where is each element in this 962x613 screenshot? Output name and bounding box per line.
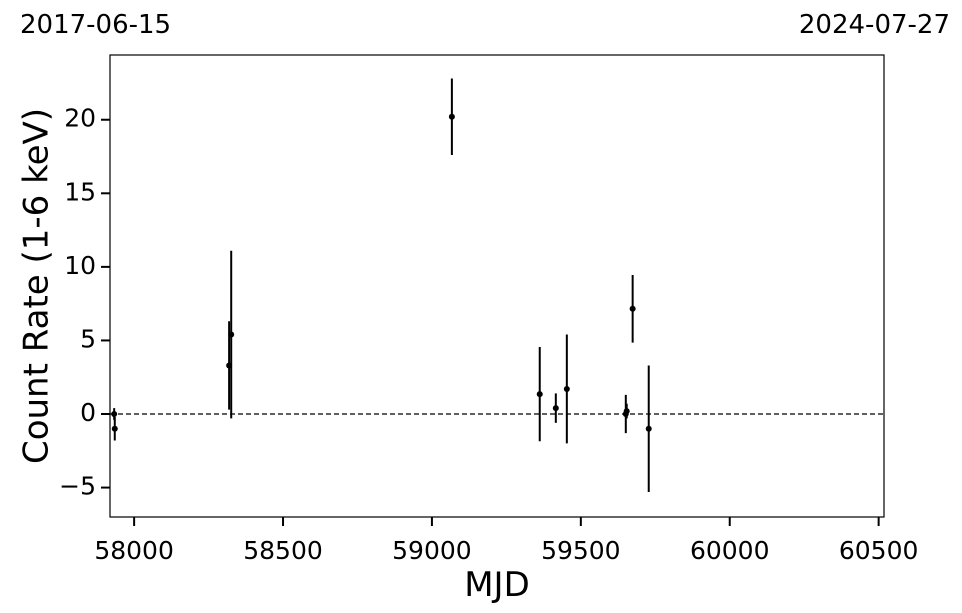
x-tick-label: 59000 xyxy=(392,536,472,565)
start-date: 2017-06-15 xyxy=(20,10,171,40)
data-point xyxy=(645,425,652,432)
y-tick-label: 5 xyxy=(80,324,96,353)
data-point xyxy=(536,391,543,398)
data-point xyxy=(111,411,118,418)
data-point xyxy=(552,405,559,412)
x-tick-label: 60500 xyxy=(839,536,919,565)
data-point xyxy=(623,408,630,415)
x-tick-label: 59500 xyxy=(541,536,621,565)
x-axis-label: MJD xyxy=(464,565,530,605)
end-date: 2024-07-27 xyxy=(799,10,950,40)
y-tick-label: 0 xyxy=(80,398,96,427)
y-tick-label: 20 xyxy=(64,104,96,133)
data-point xyxy=(563,385,570,392)
y-tick-label: 15 xyxy=(64,177,96,206)
data-point xyxy=(228,331,235,338)
y-axis-label: Count Rate (1-6 keV) xyxy=(17,108,57,464)
y-tick-label: 10 xyxy=(64,251,96,280)
x-tick-label: 58500 xyxy=(243,536,323,565)
x-tick-label: 58000 xyxy=(94,536,174,565)
plot-frame xyxy=(109,54,885,518)
data-point xyxy=(629,305,636,312)
y-tick-label: −5 xyxy=(59,472,96,501)
x-tick-label: 60000 xyxy=(690,536,770,565)
data-point xyxy=(448,113,455,120)
data-point xyxy=(111,425,118,432)
